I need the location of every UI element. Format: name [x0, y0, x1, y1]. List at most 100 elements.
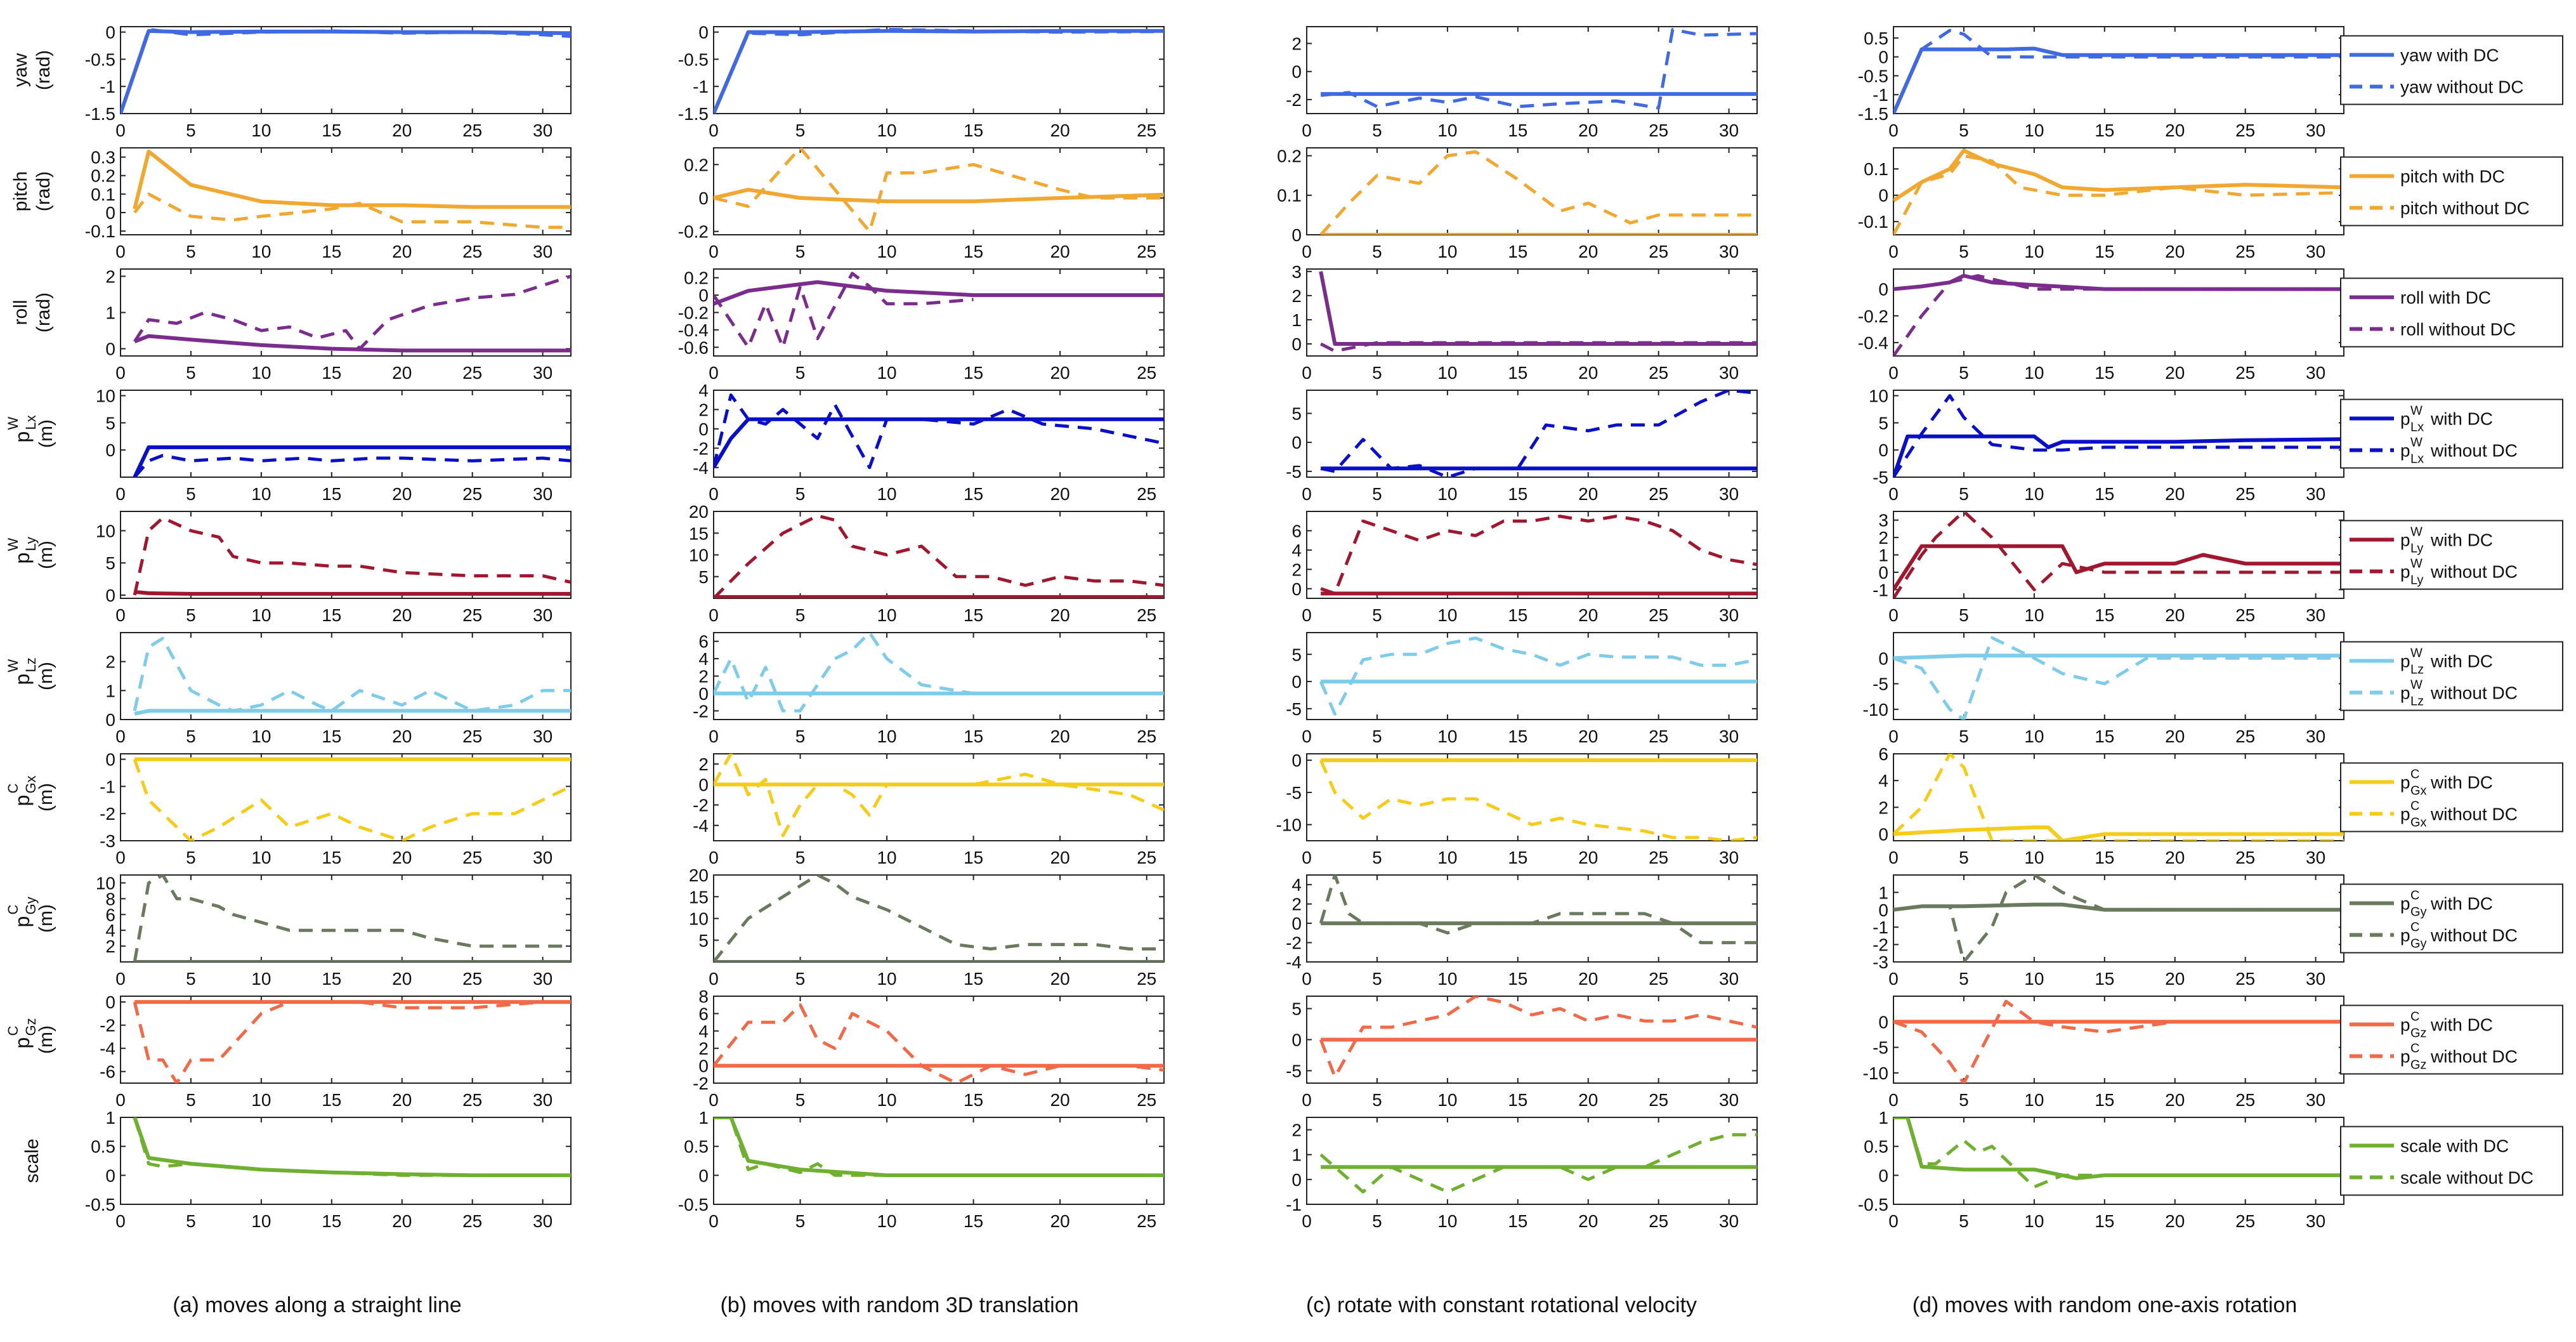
- x-tick-label: 15: [1508, 848, 1527, 867]
- legend-pLx: p WLx with DCp WLx without DC: [2340, 398, 2563, 469]
- y-tick-label: -1: [100, 777, 115, 796]
- x-tick-label: 30: [1719, 484, 1739, 504]
- y-tick-label: 0: [105, 710, 115, 730]
- series-line-without-dc: [714, 514, 1164, 598]
- series-line-with-dc: [133, 149, 571, 209]
- y-axis-label: pC Gy: [5, 897, 39, 927]
- legend-symbol: p: [2400, 894, 2410, 914]
- series-line-without-dc: [133, 275, 571, 351]
- y-tick-label: 0: [698, 775, 709, 794]
- series-line-without-dc: [714, 27, 1164, 114]
- x-tick-label: 25: [462, 1090, 482, 1110]
- y-tick-label: 2: [1878, 528, 1888, 548]
- y-tick-label: 5: [105, 413, 115, 433]
- y-tick-label: 0: [1291, 62, 1302, 82]
- y-label-superscript: W: [5, 659, 21, 673]
- y-tick-label: -0.5: [85, 49, 115, 69]
- axes-box: [120, 268, 572, 357]
- legend-symbol: p: [2400, 1015, 2410, 1035]
- legend-label: scale with DC: [2400, 1136, 2509, 1156]
- y-tick-label: 1: [1291, 1145, 1302, 1165]
- x-tick-label: 10: [1437, 121, 1457, 140]
- axes-box: [120, 26, 572, 114]
- axes-box: [1893, 268, 2344, 357]
- legend-symbol: p: [2400, 683, 2410, 703]
- x-tick-label: 0: [1888, 727, 1899, 746]
- x-tick-label: 10: [877, 1211, 896, 1231]
- x-tick-label: 20: [1578, 484, 1598, 504]
- y-tick-label: 0: [1878, 648, 1888, 668]
- x-tick-label: 25: [462, 848, 482, 867]
- y-tick-label: 5: [698, 931, 709, 951]
- x-tick-label: 15: [322, 848, 341, 867]
- x-tick-label: 15: [1508, 363, 1527, 383]
- x-tick-label: 20: [1578, 605, 1598, 625]
- x-tick-label: 10: [251, 484, 271, 504]
- x-tick-label: 5: [186, 969, 196, 989]
- x-tick-label: 5: [1959, 969, 1969, 989]
- x-tick-label: 5: [795, 242, 806, 261]
- axes-box: [120, 874, 572, 963]
- series-line-with-dc: [134, 709, 571, 716]
- series-line-without-dc: [1319, 636, 1757, 716]
- axes-box: [1306, 632, 1758, 720]
- legend-label: with DC: [2430, 894, 2493, 914]
- x-tick-label: 30: [2306, 1090, 2325, 1110]
- x-tick-label: 30: [533, 848, 552, 867]
- x-tick-label: 10: [877, 605, 896, 625]
- legend-label: pitch without DC: [2400, 199, 2530, 218]
- y-label-superscript: C: [5, 784, 21, 794]
- x-tick-label: 20: [1050, 605, 1070, 625]
- y-tick-label: -2: [693, 796, 709, 815]
- x-tick-label: 20: [2165, 969, 2185, 989]
- y-tick-label: -5: [1286, 783, 1302, 803]
- x-tick-label: 15: [964, 1090, 983, 1110]
- y-tick-label: -0.4: [1858, 333, 1888, 353]
- series-line-without-dc: [714, 1117, 1164, 1177]
- y-tick-label: 6: [698, 632, 709, 652]
- series-line-without-dc: [1320, 390, 1757, 477]
- x-tick-label: 25: [1137, 242, 1156, 261]
- y-tick-label: -5: [1286, 699, 1302, 719]
- x-tick-label: 10: [2024, 242, 2044, 261]
- y-tick-label: -5: [1873, 674, 1888, 694]
- x-tick-label: 25: [2235, 969, 2255, 989]
- x-tick-label: 10: [2024, 727, 2044, 746]
- x-tick-label: 15: [2095, 1211, 2114, 1231]
- y-tick-label: 2: [698, 1039, 709, 1058]
- legend-label: pitch with DC: [2400, 167, 2505, 187]
- y-tick-label: 0.5: [684, 1137, 709, 1157]
- legend-label: roll with DC: [2400, 288, 2491, 308]
- x-tick-label: 25: [462, 969, 482, 989]
- x-tick-label: 10: [2024, 1211, 2044, 1231]
- x-tick-label: 20: [392, 727, 412, 746]
- y-tick-label: 0: [1878, 280, 1888, 299]
- y-axis-unit: (m): [36, 541, 56, 569]
- x-tick-label: 15: [322, 242, 341, 261]
- x-tick-label: 25: [2235, 484, 2255, 504]
- legend-superscript: C: [2410, 1042, 2419, 1056]
- axes-box: [713, 632, 1165, 720]
- x-tick-label: 0: [1888, 969, 1899, 989]
- legend-symbol: p: [2400, 441, 2410, 461]
- legend-pGz: p CGz with DCp CGz without DC: [2340, 1004, 2563, 1075]
- x-tick-label: 25: [1649, 484, 1668, 504]
- x-tick-label: 5: [1372, 121, 1382, 140]
- caption-a: (a) moves along a straight line: [173, 1293, 462, 1317]
- x-tick-label: 25: [1649, 363, 1668, 383]
- x-tick-label: 0: [709, 848, 719, 867]
- y-tick-label: 0: [1291, 751, 1302, 770]
- legend-box: [2340, 398, 2563, 469]
- x-tick-label: 30: [1719, 1211, 1739, 1231]
- y-tick-label: 8: [698, 987, 709, 1006]
- x-tick-label: 30: [2306, 363, 2325, 383]
- legend-label: without DC: [2430, 805, 2518, 824]
- x-tick-label: 10: [1437, 1211, 1457, 1231]
- y-tick-label: -2: [100, 1016, 115, 1036]
- x-tick-label: 25: [1137, 969, 1156, 989]
- x-tick-label: 25: [462, 363, 482, 383]
- x-tick-label: 30: [2306, 242, 2325, 261]
- x-tick-label: 10: [251, 969, 271, 989]
